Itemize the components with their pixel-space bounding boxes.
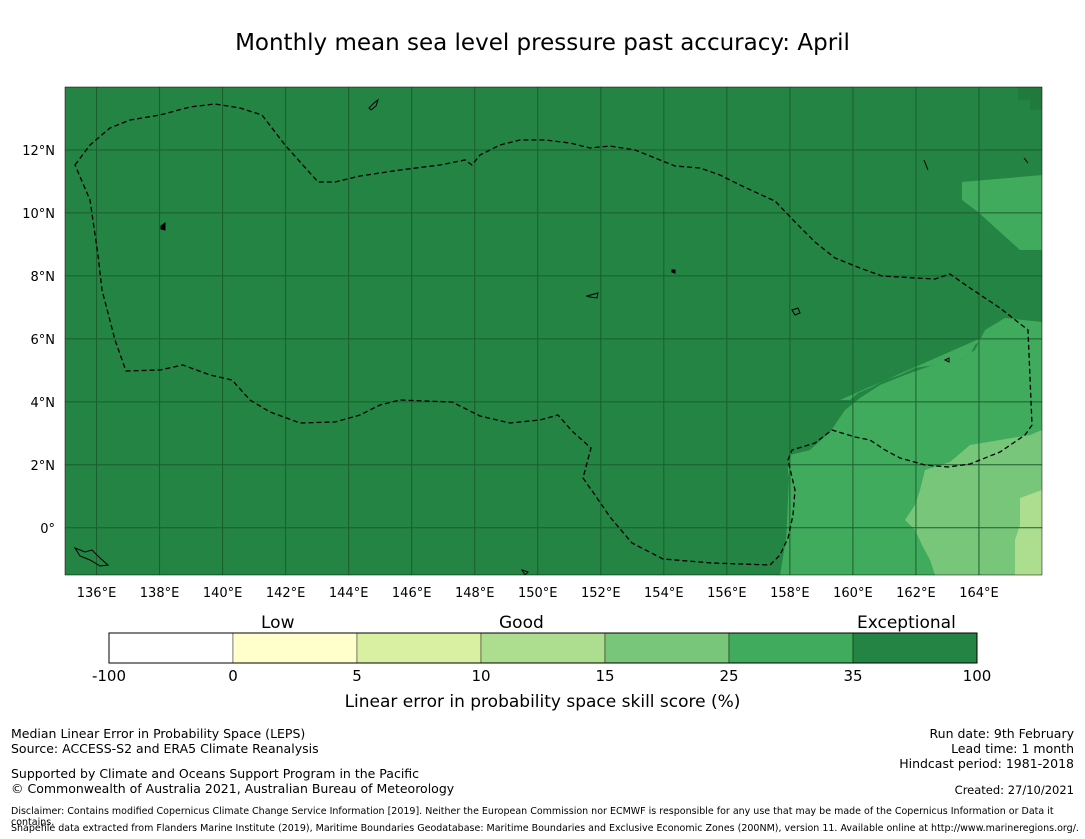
longitude-tick-label: 146°E <box>392 586 432 601</box>
colorbar-swatch <box>232 632 358 664</box>
colorbar-swatch <box>356 632 482 664</box>
colorbar-tick: 15 <box>595 667 615 685</box>
colorbar-tick: 35 <box>843 667 863 685</box>
colorbar-frame <box>108 632 978 664</box>
colorbar-swatch <box>728 632 854 664</box>
skill-patch-good <box>1015 490 1042 575</box>
longitude-tick-label: 154°E <box>644 586 684 601</box>
footer-source: Source: ACCESS-S2 and ERA5 Climate Reana… <box>11 741 319 756</box>
islands <box>73 98 1029 575</box>
map-plot <box>65 87 1042 575</box>
colorbar-swatch <box>604 632 730 664</box>
latitude-tick-label: 2°N <box>31 459 56 474</box>
latitude-tick-label: 10°N <box>22 207 55 222</box>
disclaimer-shapefile: Shapefile data extracted from Flanders M… <box>11 823 1079 834</box>
longitude-tick-label: 150°E <box>518 586 558 601</box>
colorbar-category-exceptional: Exceptional <box>857 613 956 633</box>
hindcast-period: Hindcast period: 1981-2018 <box>899 756 1074 771</box>
colorbar-tick: 5 <box>352 667 362 685</box>
footer-copyright: © Commonwealth of Australia 2021, Austra… <box>11 781 455 796</box>
axis-labels: 136°E 138°E 140°E 142°E 144°E 146°E 148°E 150°E… <box>22 144 999 601</box>
footer-support: Supported by Climate and Oceans Support … <box>11 766 420 781</box>
longitude-tick-label: 144°E <box>329 586 369 601</box>
footer-method: Median Linear Error in Probability Space… <box>11 726 306 741</box>
longitude-tick-label: 148°E <box>455 586 495 601</box>
longitude-tick-label: 158°E <box>770 586 810 601</box>
longitude-tick-label: 164°E <box>959 586 999 601</box>
map-frame <box>64 86 1043 576</box>
colorbar-category-low: Low <box>261 613 295 633</box>
longitude-tick-label: 156°E <box>707 586 747 601</box>
latitude-tick-label: 12°N <box>22 144 55 159</box>
colorbar-swatch <box>852 632 978 664</box>
footer-left-block: Median Linear Error in Probability Space… <box>11 726 319 756</box>
colorbar-tick: 10 <box>471 667 491 685</box>
colorbar-tick: 0 <box>228 667 238 685</box>
colorbar <box>108 632 978 664</box>
colorbar-tick: 25 <box>719 667 739 685</box>
footer-credit-block: Supported by Climate and Oceans Support … <box>11 766 454 796</box>
colorbar-tick: -100 <box>91 667 127 685</box>
longitude-tick-label: 138°E <box>140 586 180 601</box>
disclaimer-copernicus: Disclaimer: Contains modified Copernicus… <box>11 806 1054 828</box>
longitude-tick-label: 136°E <box>77 586 117 601</box>
longitude-tick-label: 152°E <box>581 586 621 601</box>
colorbar-label: Linear error in probability space skill … <box>344 692 741 712</box>
longitude-tick-label: 140°E <box>203 586 243 601</box>
latitude-tick-label: 6°N <box>31 333 56 348</box>
skill-patch-exceptional-dark <box>1018 87 1042 110</box>
graticule <box>65 87 1042 575</box>
latitude-tick-label: 4°N <box>31 396 56 411</box>
latitude-tick-label: 8°N <box>31 270 56 285</box>
colorbar-swatch <box>480 632 606 664</box>
created-date: Created: 27/10/2021 <box>954 783 1074 797</box>
footer-run-info: Run date: 9th February Lead time: 1 mont… <box>899 726 1074 771</box>
longitude-tick-label: 142°E <box>266 586 306 601</box>
colorbar-category-good: Good <box>499 613 544 633</box>
colorbar-swatch <box>108 632 234 664</box>
map-title: Monthly mean sea level pressure past acc… <box>235 30 850 56</box>
colorbar-tick: 100 <box>962 667 992 685</box>
latitude-tick-label: 0° <box>40 522 55 537</box>
lead-time: Lead time: 1 month <box>951 741 1074 756</box>
run-date: Run date: 9th February <box>929 726 1074 741</box>
longitude-tick-label: 160°E <box>833 586 873 601</box>
longitude-tick-label: 162°E <box>896 586 936 601</box>
eez-boundary <box>74 103 1033 566</box>
